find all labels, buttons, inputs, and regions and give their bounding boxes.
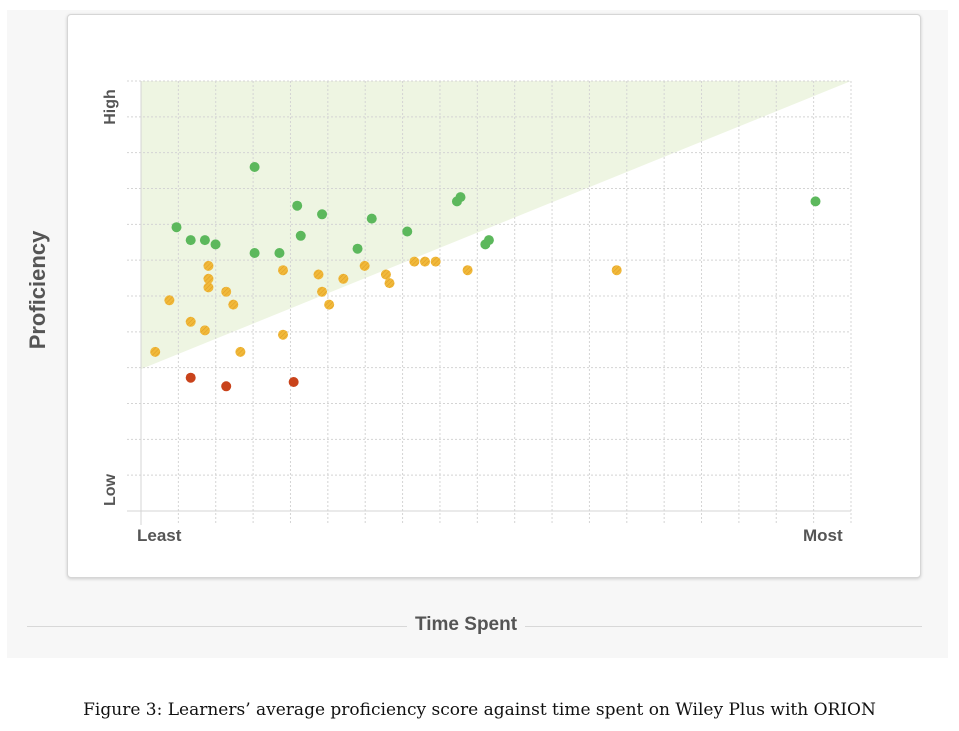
data-point-red [288,377,299,387]
data-point-yellow [611,265,622,276]
data-point-green [171,222,182,233]
y-tick-label-low: Low [102,474,119,506]
data-point-yellow [380,269,391,280]
data-point-yellow [199,325,210,336]
data-point-red [185,372,196,383]
data-point-red [221,381,232,392]
data-point-green [199,235,210,246]
data-point-yellow [164,295,175,306]
data-point-green [402,226,413,237]
data-point-yellow [203,260,214,271]
data-point-yellow [221,286,232,297]
y-axis-title: Proficiency [25,230,50,350]
data-point-green [455,192,466,203]
data-point-green [810,196,821,207]
data-point-yellow [324,299,335,310]
data-point-yellow [317,286,328,297]
data-point-green [483,235,494,246]
x-axis-title: Time Spent [407,614,526,636]
data-point-green [249,162,260,172]
data-point-green [292,200,303,211]
data-point-yellow [420,256,430,267]
data-point-yellow [278,265,288,276]
proficient-region-fill [141,81,851,370]
chart-card [67,14,921,578]
data-point-green [317,209,328,220]
data-point-yellow [278,329,288,340]
data-point-yellow [235,346,246,357]
x-tick-label-most: Most [803,526,843,545]
scatter-plot [127,80,852,525]
data-point-yellow [203,273,214,284]
data-point-yellow [228,299,239,310]
data-point-yellow [338,273,349,284]
data-point-green [249,248,260,258]
data-point-green [185,235,196,246]
data-point-green [352,243,363,254]
data-point-yellow [359,260,370,271]
data-point-green [366,213,377,224]
data-point-yellow [430,256,441,267]
data-point-green [274,248,285,258]
data-point-yellow [462,265,473,276]
data-point-green [295,230,306,241]
y-tick-label-high: High [102,89,119,125]
data-point-yellow [384,278,395,289]
x-tick-label-least: Least [137,526,182,545]
data-point-yellow [203,282,214,293]
data-point-green [210,239,221,250]
figure-caption: Figure 3: Learners’ average proficiency … [83,700,876,720]
data-point-yellow [313,269,324,280]
data-point-yellow [150,346,161,357]
data-point-yellow [409,256,420,267]
data-point-yellow [185,316,196,327]
